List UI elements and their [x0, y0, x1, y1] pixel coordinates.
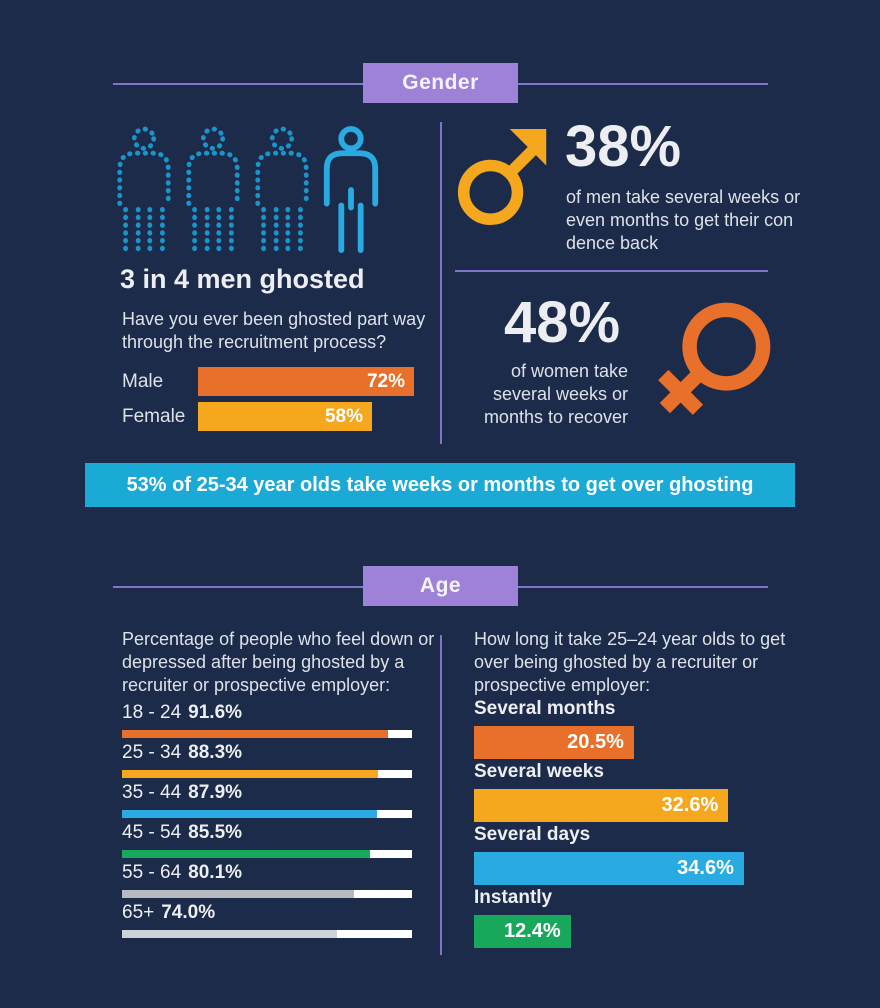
- highlight-banner: 53% of 25-34 year olds take weeks or mon…: [85, 463, 795, 507]
- age-depressed-chart: 18 - 24 91.6% 25 - 34 88.3% 35 - 44 87.9% 4…: [122, 700, 412, 940]
- age-depressed-row: 25 - 34 88.3%: [122, 740, 412, 780]
- recovery-row: Several days 34.6%: [474, 823, 744, 885]
- age-range-value: 87.9%: [188, 782, 243, 803]
- recovery-row: Several months 20.5%: [474, 697, 744, 759]
- age-range-value: 74.0%: [161, 902, 216, 923]
- female-bar-label: Female: [122, 406, 186, 427]
- age-range-label: 25 - 34: [122, 742, 182, 763]
- age-depressed-row: 65+ 74.0%: [122, 900, 412, 940]
- female-bar-value: 58%: [324, 406, 363, 427]
- age-range-label: 65+: [122, 902, 155, 923]
- person-icon-solid: [323, 126, 379, 253]
- recovery-label: Instantly: [474, 887, 553, 908]
- men-stat-value: 38%: [565, 114, 682, 179]
- age-range-value: 88.3%: [188, 742, 243, 763]
- age-badge: Age: [363, 566, 518, 606]
- recovery-bar: 32.6%: [474, 789, 729, 822]
- male-symbol-icon: [457, 129, 547, 225]
- recovery-label: Several weeks: [474, 761, 604, 782]
- age-bar-fill: [122, 850, 370, 858]
- age-bar-track: [122, 850, 412, 858]
- age-depressed-row: 35 - 44 87.9%: [122, 780, 412, 820]
- men-ghosted-figure-group: [113, 124, 382, 258]
- age-depressed-row: 45 - 54 85.5%: [122, 820, 412, 860]
- age-column-divider: [440, 635, 442, 955]
- age-bar-track: [122, 810, 412, 818]
- recovery-row: Instantly 12.4%: [474, 886, 744, 948]
- recovery-chart: Several months 20.5% Several weeks 32.6%…: [474, 697, 744, 949]
- men-ghosted-headline: 3 in 4 men ghosted: [120, 264, 365, 294]
- age-bar-fill: [122, 930, 337, 938]
- gender-column-divider: [440, 122, 442, 444]
- age-bar-track: [122, 730, 412, 738]
- age-range-value: 80.1%: [188, 862, 243, 883]
- highlight-banner-text: 53% of 25-34 year olds take weeks or mon…: [126, 474, 754, 496]
- person-icon-dotted: [255, 126, 309, 253]
- ghosted-question: Have you ever been ghosted part way thro…: [122, 309, 426, 352]
- age-depressed-row: 55 - 64 80.1%: [122, 860, 412, 900]
- gender-badge-label: Gender: [402, 71, 479, 94]
- female-symbol-icon: [658, 302, 771, 415]
- gender-badge: Gender: [363, 63, 518, 103]
- age-bar-fill: [122, 770, 379, 778]
- age-bar-fill: [122, 890, 355, 898]
- person-icon-dotted: [186, 126, 240, 253]
- male-bar: 72%: [198, 367, 414, 396]
- age-bar-track: [122, 890, 412, 898]
- recovery-row: Several weeks 32.6%: [474, 760, 744, 822]
- recovery-bar: 20.5%: [474, 726, 634, 759]
- recovery-bar: 34.6%: [474, 852, 744, 885]
- age-bar-track: [122, 770, 412, 778]
- women-stat-text: of women take several weeks or months to…: [483, 361, 628, 427]
- recovery-bar: 12.4%: [474, 915, 571, 948]
- age-badge-label: Age: [419, 574, 462, 597]
- men-women-divider: [455, 270, 768, 272]
- recovery-bar-value: 34.6%: [677, 857, 734, 879]
- person-icon-dotted: [117, 126, 171, 253]
- recovery-label: Several days: [474, 824, 591, 845]
- age-bar-fill: [122, 730, 388, 738]
- female-bar: 58%: [198, 402, 372, 431]
- age-bar-track: [122, 930, 412, 938]
- recovery-bar-value: 12.4%: [504, 920, 561, 942]
- recovery-label: Several months: [474, 698, 616, 719]
- age-range-value: 91.6%: [188, 702, 243, 723]
- male-bar-label: Male: [122, 371, 164, 392]
- age-range-label: 18 - 24: [122, 702, 182, 723]
- men-stat-text: of men take several weeks or even months…: [566, 187, 801, 253]
- age-depressed-row: 18 - 24 91.6%: [122, 700, 412, 740]
- recovery-bar-value: 32.6%: [661, 794, 719, 816]
- age-depressed-intro: Percentage of people who feel down or de…: [122, 629, 435, 695]
- age-bar-fill: [122, 810, 377, 818]
- age-range-label: 35 - 44: [122, 782, 182, 803]
- recovery-bar-value: 20.5%: [567, 731, 624, 753]
- age-range-label: 55 - 64: [122, 862, 182, 883]
- recovery-intro: How long it take 25–24 year olds to get …: [474, 629, 786, 695]
- male-bar-value: 72%: [366, 371, 405, 392]
- age-range-value: 85.5%: [188, 822, 243, 843]
- age-range-label: 45 - 54: [122, 822, 182, 843]
- women-stat-value: 48%: [504, 290, 621, 355]
